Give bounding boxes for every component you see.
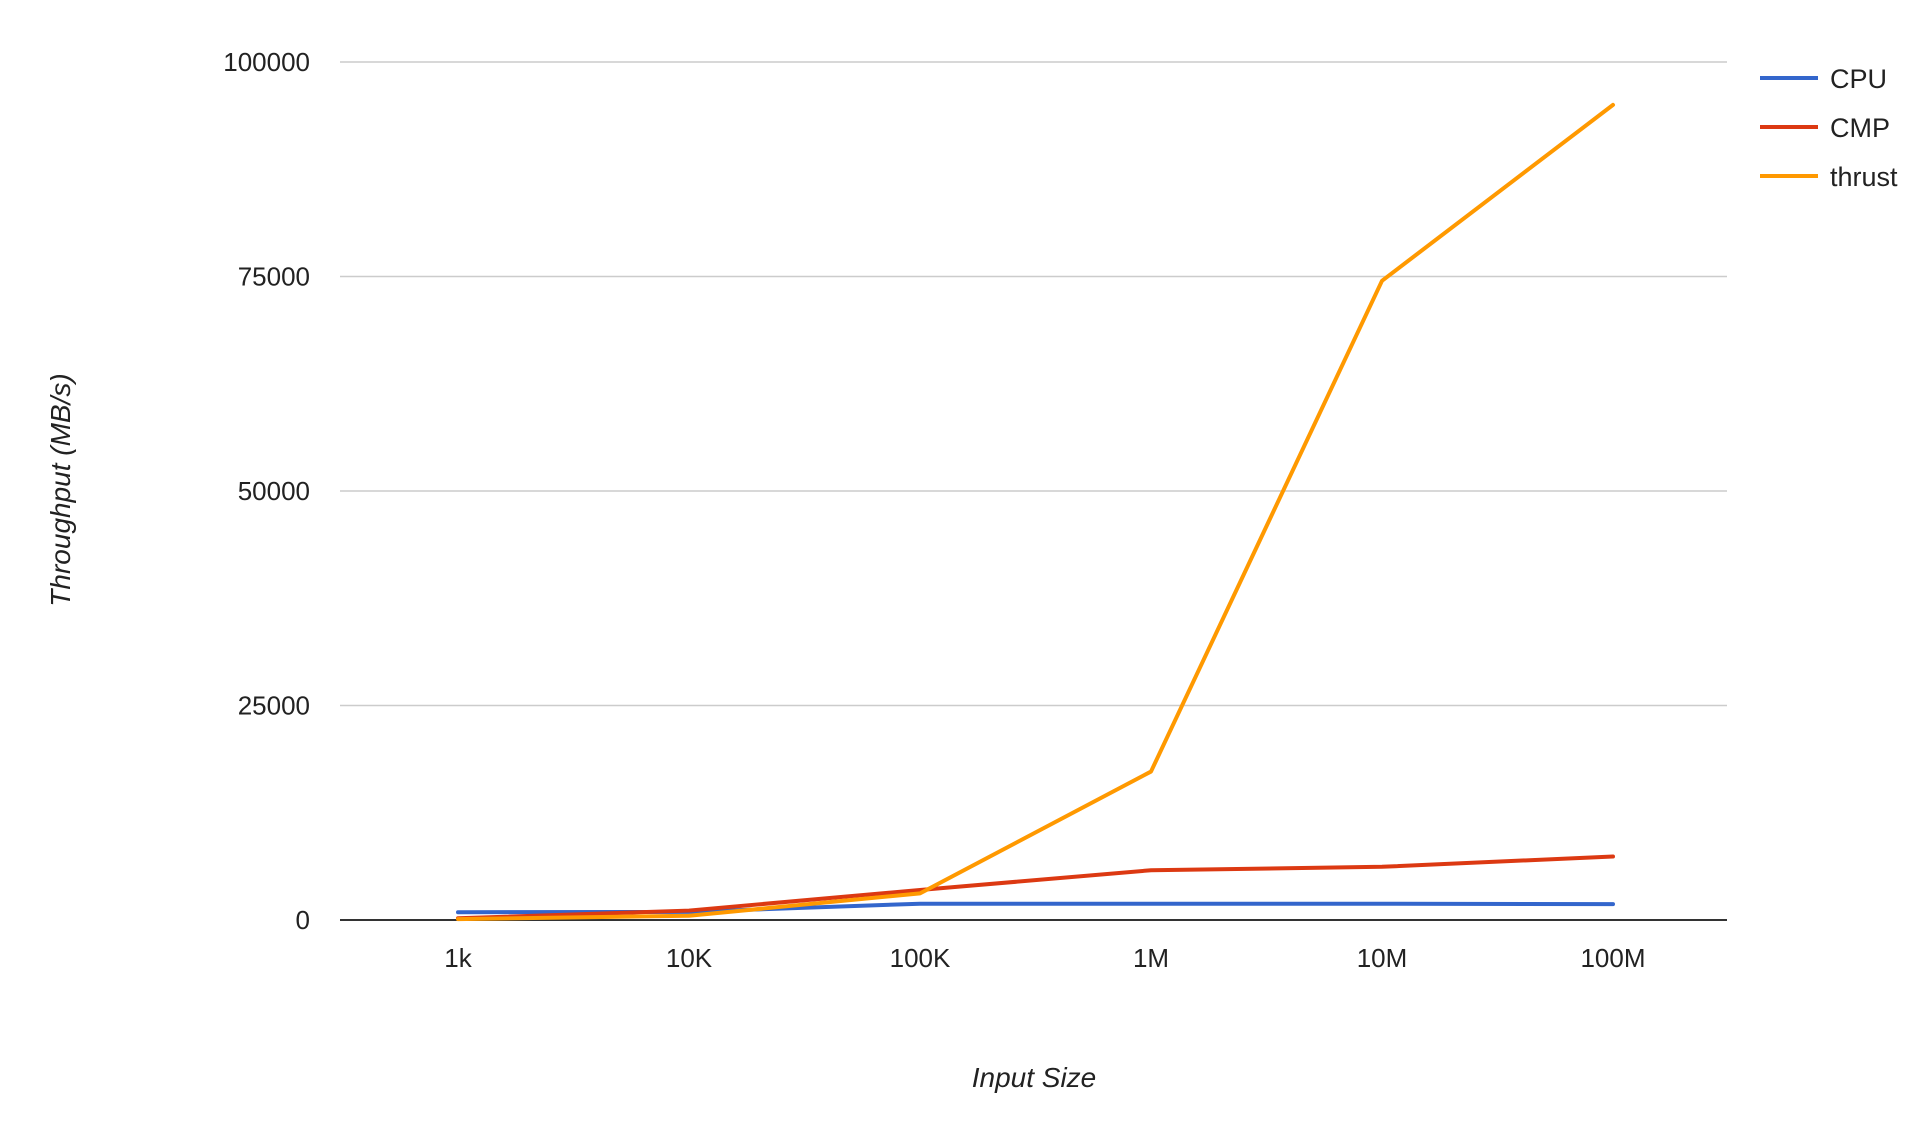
x-tick-label: 100M: [1580, 943, 1645, 973]
x-axis-ticks: 1k 10K 100K 1M 10M 100M: [444, 943, 1645, 973]
gridlines: [340, 61, 1727, 921]
x-tick-label: 1M: [1133, 943, 1169, 973]
y-axis-ticks: 0 25000 50000 75000 100000: [223, 47, 310, 935]
y-axis-title: Throughput (MB/s): [45, 373, 76, 606]
y-tick-label: 0: [296, 905, 310, 935]
legend-label-cmp: CMP: [1830, 113, 1890, 143]
legend-label-thrust: thrust: [1830, 162, 1898, 192]
x-axis-title: Input Size: [972, 1062, 1097, 1093]
x-tick-label: 1k: [444, 943, 472, 973]
series-line-thrust: [456, 102, 1615, 922]
legend-label-cpu: CPU: [1830, 64, 1887, 94]
y-tick-label: 50000: [238, 476, 310, 506]
series-lines: [456, 102, 1615, 922]
y-tick-label: 25000: [238, 691, 310, 721]
x-tick-label: 100K: [890, 943, 951, 973]
x-tick-label: 10K: [666, 943, 713, 973]
x-tick-label: 10M: [1357, 943, 1408, 973]
series-line-cmp: [456, 854, 1615, 921]
legend: CPU CMP thrust: [1760, 64, 1898, 192]
y-tick-label: 100000: [223, 47, 310, 77]
y-tick-label: 75000: [238, 262, 310, 292]
